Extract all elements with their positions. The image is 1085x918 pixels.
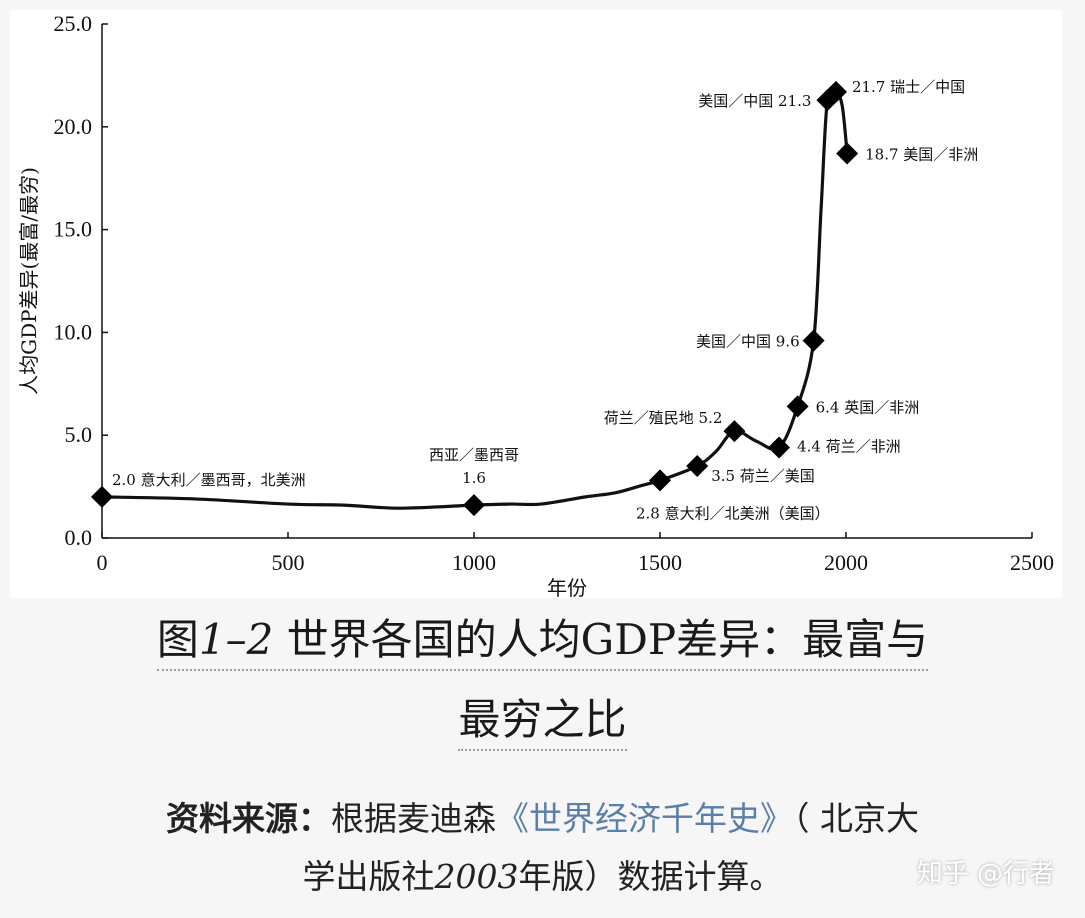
x-tick-label: 500 [272, 550, 305, 575]
data-point-marker [802, 329, 825, 352]
point-value-label: 1.6 [462, 469, 486, 487]
caption-line-1: 图1–2 世界各国的人均GDP差异：最富与 [156, 611, 929, 671]
source-key: 资料来源： [166, 799, 331, 838]
x-tick-label: 1000 [452, 550, 496, 575]
caption-number: 1–2 [198, 615, 274, 664]
book-title-link[interactable]: 《世界经济千年史》 [496, 799, 793, 838]
data-point-marker [824, 80, 847, 103]
series-path [101, 86, 849, 510]
point-label: 2.8 意大利／北美洲（美国） [636, 504, 830, 522]
y-tick-label: 15.0 [54, 217, 93, 242]
point-label: 美国／中国 9.6 [696, 333, 800, 351]
series-line [101, 86, 849, 510]
x-tick-label: 2000 [824, 550, 868, 575]
axes: 0.0 5.0 10.0 15.0 20.0 25.0 0 500 1000 1500 2000 25… [17, 11, 1054, 598]
point-label: 4.4 荷兰／非洲 [797, 438, 901, 456]
y-axis-title: 人均GDP差异(最富/最穷) [17, 167, 41, 395]
caption-text: 世界各国的人均GDP差异：最富与 [273, 615, 929, 664]
data-point-marker [463, 494, 485, 517]
x-tick-label: 2500 [1010, 550, 1054, 575]
source-year: 2003 [434, 857, 519, 896]
data-point-marker [836, 142, 859, 165]
y-tick-label: 10.0 [54, 319, 93, 344]
point-label: 3.5 荷兰／美国 [711, 467, 815, 485]
source-line2-post: 年版）数据计算。 [518, 857, 783, 896]
point-label: 21.7 瑞士／中国 [852, 78, 965, 96]
source-note: 资料来源：根据麦迪森《世界经济千年史》（ 北京大 学出版社2003年版）数据计算… [0, 790, 1085, 906]
caption-prefix: 图 [156, 615, 199, 664]
data-point-marker [723, 420, 746, 443]
source-lead: 根据麦迪森 [331, 799, 496, 838]
gdp-gap-chart: 0.0 5.0 10.0 15.0 20.0 25.0 0 500 1000 1500 2000 25… [17, 11, 1054, 598]
source-after-book: （ 北京大 [793, 799, 919, 838]
point-label: 6.4 英国／非洲 [816, 398, 920, 416]
watermark: 知乎 @行者 [916, 859, 1055, 889]
y-tick-label: 5.0 [65, 422, 93, 447]
figure-caption: 图1–2 世界各国的人均GDP差异：最富与 最穷之比 [0, 600, 1085, 760]
x-axis-title: 年份 [547, 576, 587, 598]
y-tick-label: 25.0 [54, 11, 93, 36]
y-tick-label: 0.0 [65, 525, 93, 550]
data-point-marker [768, 436, 791, 459]
data-point-marker [686, 455, 709, 478]
data-point-marker [786, 395, 809, 418]
x-tick-label: 0 [97, 550, 108, 575]
chart-panel: 0.0 5.0 10.0 15.0 20.0 25.0 0 500 1000 1500 2000 25… [10, 10, 1062, 598]
point-label: 2.0 意大利／墨西哥，北美洲 [112, 471, 306, 489]
source-line2-pre: 学出版社 [302, 857, 435, 896]
caption-line-2: 最穷之比 [458, 691, 627, 751]
annotations: 2.0 意大利／墨西哥，北美洲 西亚／墨西哥 2.8 意大利／北美洲（美国） 3.5 … [112, 78, 978, 523]
data-point-marker [91, 485, 113, 508]
x-tick-label: 1500 [638, 550, 682, 575]
y-tick-label: 20.0 [54, 114, 93, 139]
point-label: 西亚／墨西哥 [429, 446, 519, 464]
point-label: 18.7 美国／非洲 [865, 146, 978, 164]
data-points [91, 80, 859, 517]
data-point-marker [649, 469, 671, 492]
point-label: 荷兰／殖民地 5.2 [604, 409, 723, 427]
point-label: 美国／中国 21.3 [698, 92, 811, 110]
